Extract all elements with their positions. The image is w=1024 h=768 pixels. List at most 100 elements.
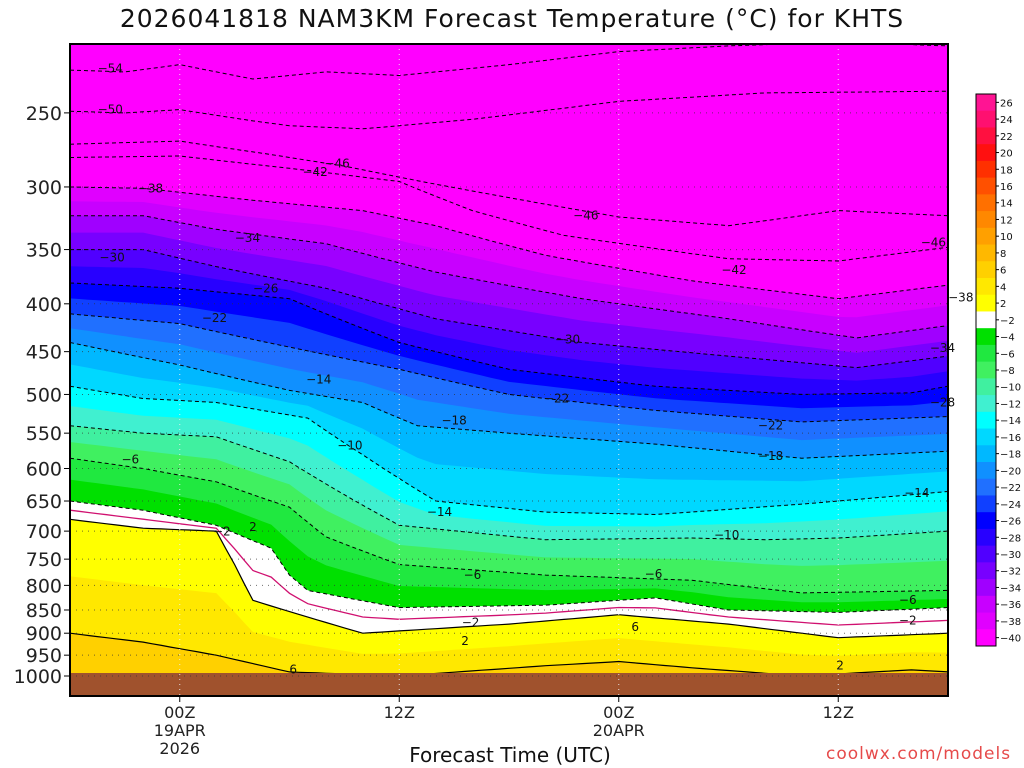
colorbar-swatch--40	[976, 629, 996, 647]
pressure-axis: 2503003504004505005506006507007508008509…	[14, 103, 70, 688]
colorbar-label--22: −22	[1000, 483, 1021, 494]
colorbar-label--40: −40	[1000, 634, 1021, 645]
colorbar-label--4: −4	[1000, 333, 1015, 344]
colorbar-swatch-18	[976, 160, 996, 179]
colorbar-swatch-26	[976, 94, 996, 112]
colorbar-label--36: −36	[1000, 600, 1021, 611]
colorbar-swatch--24	[976, 495, 996, 513]
x-tick-label-36-0: 12Z	[384, 703, 415, 722]
colorbar-swatch-6	[976, 261, 996, 279]
y-tick-label-500: 500	[26, 384, 62, 406]
colorbar-swatch--6	[976, 344, 996, 363]
contour-label-11: −10	[337, 439, 362, 453]
colorbar-swatch-22	[976, 127, 996, 145]
contour-label-17: −30	[555, 333, 580, 347]
contour-label-24: −2	[462, 616, 480, 630]
x-tick-label-24-1: 19APR	[154, 721, 206, 740]
colorbar-swatch-10	[976, 227, 996, 246]
colorbar-swatch--16	[976, 428, 996, 446]
contour-label-0: −54	[98, 61, 123, 75]
isotherm--46	[70, 140, 948, 227]
colorbar-label--24: −24	[1000, 500, 1021, 511]
colorbar-label--16: −16	[1000, 433, 1021, 444]
colorbar-label--20: −20	[1000, 466, 1021, 477]
contour-label-31: −34	[930, 341, 955, 355]
contour-label-18: −22	[544, 391, 569, 405]
contour-label-1: −50	[98, 103, 123, 117]
contour-label-4: −38	[138, 181, 163, 195]
colorbar-swatch--10	[976, 378, 996, 396]
isotherm--38	[70, 186, 948, 300]
band-near-zero--2	[70, 501, 948, 625]
isotherm-lines	[70, 44, 948, 677]
x-axis-label: Forecast Time (UTC)	[409, 743, 611, 767]
band-4	[70, 576, 948, 696]
colorbar-label--8: −8	[1000, 366, 1015, 377]
colorbar-swatch--22	[976, 478, 996, 496]
colorbar-swatch--20	[976, 462, 996, 480]
chart-title: 2026041818 NAM3KM Forecast Temperature (…	[119, 4, 905, 33]
contour-label-15: −46	[573, 209, 598, 223]
y-tick-label-700: 700	[26, 521, 62, 543]
dotted-grid	[70, 44, 948, 696]
colorbar-label--32: −32	[1000, 567, 1021, 578]
y-tick-label-800: 800	[26, 575, 62, 597]
contour-label-25: 2	[461, 634, 469, 648]
colorbar: 26 24 22 20 18 16 14 12 10 8 6 4 2 −2 −4 −6 −8 −10 −12 −14 −…	[975, 93, 1021, 647]
contour-label-3: −42	[302, 165, 327, 179]
ground-below-surface	[70, 673, 948, 696]
colorbar-label-2: 2	[1000, 299, 1006, 310]
y-tick-label-250: 250	[26, 103, 62, 125]
contour-label-35: −6	[899, 593, 917, 607]
colorbar-swatch-2	[976, 294, 996, 312]
colorbar-swatch--4	[976, 328, 996, 346]
contour-label-23: −6	[645, 567, 663, 581]
isotherm--2	[70, 500, 948, 613]
contour-label-2: −46	[324, 156, 349, 170]
colorbar-label-12: 12	[1000, 215, 1013, 226]
colorbar-label-4: 4	[1000, 282, 1006, 293]
x-tick-label-48-0: 00Z	[603, 703, 634, 722]
colorbar-label--12: −12	[1000, 399, 1021, 410]
time-axis: 00Z19APR202612Z00Z20APR12Z00Z21APR	[154, 696, 854, 758]
y-tick-label-400: 400	[26, 294, 62, 316]
colorbar-swatch--30	[976, 545, 996, 563]
colorbar-swatch--28	[976, 528, 996, 547]
x-tick-label-24-2: 2026	[159, 739, 200, 758]
x-tick-label-60-0: 12Z	[823, 703, 854, 722]
y-tick-label-450: 450	[26, 342, 62, 364]
colorbar-label-8: 8	[1000, 249, 1006, 260]
isotherm--14	[70, 385, 948, 516]
contour-label-28: 2	[836, 659, 844, 673]
colorbar-swatch--34	[976, 579, 996, 597]
colorbar-label--2: −2	[1000, 316, 1015, 327]
colorbar-label--10: −10	[1000, 383, 1021, 394]
contour-label-34: −14	[904, 486, 929, 500]
y-tick-label-550: 550	[26, 423, 62, 445]
colorbar-swatch--14	[976, 411, 996, 430]
colorbar-label--18: −18	[1000, 450, 1021, 461]
colorbar-swatch--12	[976, 395, 996, 413]
contour-label-5: −34	[235, 231, 260, 245]
colorbar-label-24: 24	[1000, 115, 1013, 126]
colorbar-swatch-16	[976, 177, 996, 195]
colorbar-label--38: −38	[1000, 617, 1021, 628]
colorbar-label--34: −34	[1000, 583, 1021, 594]
contour-label-10: −14	[306, 373, 331, 387]
y-tick-label-300: 300	[26, 177, 62, 199]
y-tick-label-750: 750	[26, 549, 62, 571]
contour-label-12: −6	[122, 453, 140, 467]
colorbar-swatch--2	[976, 311, 996, 329]
colorbar-swatch--32	[976, 562, 996, 580]
isotherm--42	[70, 155, 948, 262]
temperature-fill-bands	[70, 44, 948, 696]
y-tick-label-1000: 1000	[14, 666, 62, 688]
contour-label-16: −42	[721, 263, 746, 277]
colorbar-label-20: 20	[1000, 149, 1013, 160]
y-tick-label-600: 600	[26, 459, 62, 481]
x-tick-label-48-1: 20APR	[593, 721, 645, 740]
colorbar-label--26: −26	[1000, 517, 1021, 528]
colorbar-swatch-4	[976, 278, 996, 296]
colorbar-swatch-12	[976, 211, 996, 229]
